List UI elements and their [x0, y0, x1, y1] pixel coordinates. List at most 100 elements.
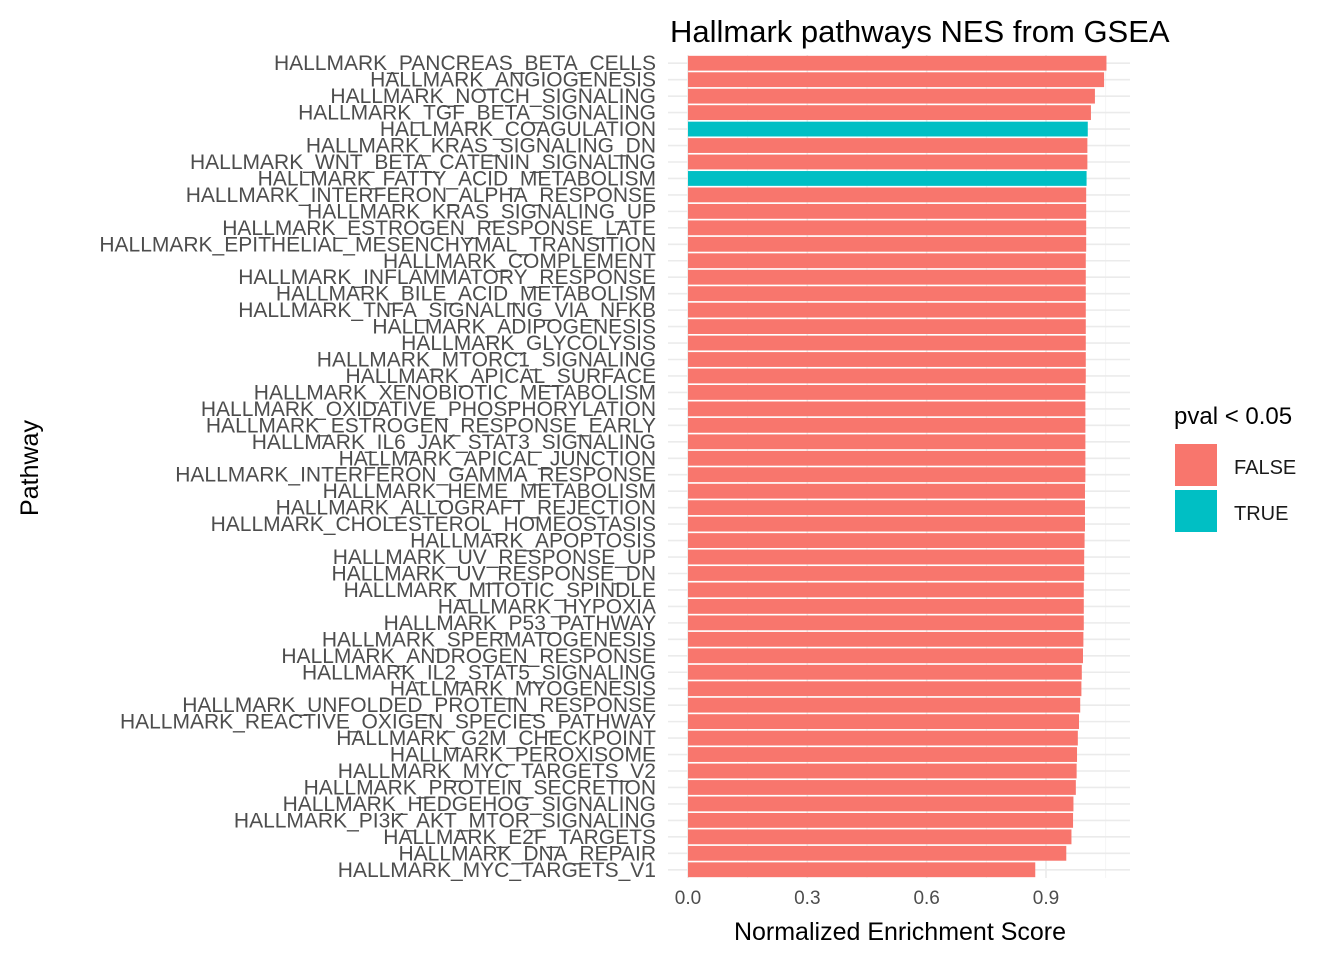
y-tick-label-13: HALLMARK_INFLAMMATORY_RESPONSE [238, 266, 656, 289]
bar-41 [688, 730, 1078, 746]
bar-17 [688, 335, 1086, 351]
y-tick-label-9: HALLMARK_KRAS_SIGNALING_UP [307, 200, 656, 223]
legend: pval < 0.05 FALSE TRUE [1174, 403, 1296, 532]
y-tick-label-47: HALLMARK_E2F_TARGETS [383, 826, 656, 849]
y-tick-label-8: HALLMARK_INTERFERON_ALPHA_RESPONSE [186, 184, 656, 207]
bar-42 [688, 747, 1078, 762]
y-tick-label-11: HALLMARK_EPITHELIAL_MESENCHYMAL_TRANSITI… [99, 233, 656, 256]
bar-37 [688, 664, 1082, 680]
bar-24 [688, 450, 1086, 466]
y-tick-label-39: HALLMARK_UNFOLDED_PROTEIN_RESPONSE [182, 694, 656, 717]
y-tick-label-44: HALLMARK_PROTEIN_SECRETION [304, 776, 656, 799]
bar-18 [688, 352, 1086, 367]
legend-key-false [1175, 444, 1217, 486]
bar-32 [688, 582, 1084, 598]
legend-key-true [1175, 490, 1217, 532]
x-tick-label-3: 0.9 [1033, 888, 1059, 909]
legend-title: pval < 0.05 [1174, 403, 1292, 430]
y-tick-label-1: HALLMARK_ANGIOGENESIS [370, 69, 656, 92]
y-tick-label-20: HALLMARK_XENOBIOTIC_METABOLISM [254, 381, 656, 404]
bar-46 [688, 812, 1074, 828]
y-tick-labels: HALLMARK_PANCREAS_BETA_CELLSHALLMARK_ANG… [99, 52, 656, 882]
bar-40 [688, 714, 1080, 730]
bar-27 [688, 500, 1085, 516]
y-tick-label-41: HALLMARK_G2M_CHECKPOINT [336, 727, 656, 750]
bar-0 [688, 55, 1107, 71]
bar-5 [688, 138, 1088, 153]
bar-19 [688, 368, 1086, 384]
x-tick-labels: 0.0 0.3 0.6 0.9 [675, 888, 1059, 909]
x-axis-title: Normalized Enrichment Score [734, 918, 1066, 946]
y-tick-label-25: HALLMARK_INTERFERON_GAMMA_RESPONSE [175, 464, 656, 487]
y-tick-label-0: HALLMARK_PANCREAS_BETA_CELLS [274, 52, 656, 75]
y-tick-label-49: HALLMARK_MYC_TARGETS_V1 [338, 859, 656, 882]
y-tick-label-31: HALLMARK_UV_RESPONSE_DN [332, 562, 656, 585]
y-tick-label-26: HALLMARK_HEME_METABOLISM [323, 480, 656, 503]
y-tick-label-16: HALLMARK_ADIPOGENESIS [372, 316, 656, 339]
y-tick-label-45: HALLMARK_HEDGEHOG_SIGNALING [283, 793, 656, 816]
y-tick-label-2: HALLMARK_NOTCH_SIGNALING [330, 85, 656, 108]
x-tick-label-0: 0.0 [675, 888, 701, 909]
bar-23 [688, 434, 1086, 450]
y-tick-label-34: HALLMARK_P53_PATHWAY [384, 612, 656, 635]
y-tick-label-23: HALLMARK_IL6_JAK_STAT3_SIGNALING [252, 431, 656, 454]
y-tick-label-6: HALLMARK_WNT_BETA_CATENIN_SIGNALING [190, 151, 656, 174]
bar-26 [688, 483, 1085, 499]
y-axis-title: Pathway [16, 420, 44, 516]
y-tick-label-3: HALLMARK_TGF_BETA_SIGNALING [298, 102, 656, 125]
bar-7 [688, 171, 1087, 186]
bar-3 [688, 105, 1091, 121]
bar-43 [688, 763, 1077, 779]
bar-9 [688, 203, 1087, 219]
bar-6 [688, 154, 1088, 170]
bar-14 [688, 286, 1086, 302]
bar-10 [688, 220, 1087, 236]
y-tick-label-32: HALLMARK_MITOTIC_SPINDLE [344, 579, 656, 602]
bar-47 [688, 829, 1072, 845]
bar-31 [688, 566, 1085, 581]
y-tick-label-29: HALLMARK_APOPTOSIS [410, 530, 656, 553]
y-tick-label-28: HALLMARK_CHOLESTEROL_HOMEOSTASIS [211, 513, 656, 536]
y-tick-label-27: HALLMARK_ALLOGRAFT_REJECTION [276, 497, 656, 520]
bar-16 [688, 319, 1086, 334]
bar-2 [688, 88, 1095, 104]
chart-title: Hallmark pathways NES from GSEA [670, 14, 1170, 49]
y-tick-label-38: HALLMARK_MYOGENESIS [390, 678, 656, 701]
y-tick-label-21: HALLMARK_OXIDATIVE_PHOSPHORYLATION [201, 398, 656, 421]
y-tick-label-17: HALLMARK_GLYCOLYSIS [401, 332, 656, 355]
y-tick-label-48: HALLMARK_DNA_REPAIR [398, 842, 656, 865]
bar-11 [688, 236, 1087, 252]
y-tick-label-14: HALLMARK_BILE_ACID_METABOLISM [276, 283, 656, 306]
y-tick-label-12: HALLMARK_COMPLEMENT [383, 250, 656, 273]
bar-28 [688, 516, 1085, 532]
bar-36 [688, 648, 1083, 664]
bar-39 [688, 697, 1081, 713]
y-tick-label-24: HALLMARK_APICAL_JUNCTION [339, 447, 656, 470]
y-tick-label-30: HALLMARK_UV_RESPONSE_UP [333, 546, 656, 569]
bar-38 [688, 681, 1082, 697]
bar-29 [688, 533, 1085, 548]
bar-35 [688, 631, 1084, 647]
legend-label-true: TRUE [1234, 503, 1288, 525]
y-tick-label-19: HALLMARK_APICAL_SURFACE [346, 365, 656, 388]
y-tick-label-18: HALLMARK_MTORC1_SIGNALING [317, 349, 656, 372]
y-tick-label-37: HALLMARK_IL2_STAT5_SIGNALING [302, 661, 656, 684]
y-tick-label-15: HALLMARK_TNFA_SIGNALING_VIA_NFKB [238, 299, 656, 322]
y-tick-label-40: HALLMARK_REACTIVE_OXIGEN_SPECIES_PATHWAY [120, 711, 656, 734]
y-tick-label-33: HALLMARK_HYPOXIA [438, 595, 656, 618]
bar-33 [688, 599, 1084, 614]
y-tick-label-22: HALLMARK_ESTROGEN_RESPONSE_EARLY [206, 414, 656, 437]
y-tick-label-5: HALLMARK_KRAS_SIGNALING_DN [306, 135, 656, 158]
y-tick-label-10: HALLMARK_ESTROGEN_RESPONSE_LATE [222, 217, 656, 240]
bar-15 [688, 302, 1086, 318]
bar-1 [688, 72, 1105, 88]
bar-21 [688, 401, 1086, 417]
bar-12 [688, 253, 1086, 269]
bar-45 [688, 796, 1074, 812]
y-tick-label-35: HALLMARK_SPERMATOGENESIS [322, 628, 656, 651]
bar-49 [688, 862, 1036, 878]
bar-13 [688, 269, 1086, 285]
bars-group [688, 55, 1107, 878]
bar-48 [688, 845, 1067, 861]
